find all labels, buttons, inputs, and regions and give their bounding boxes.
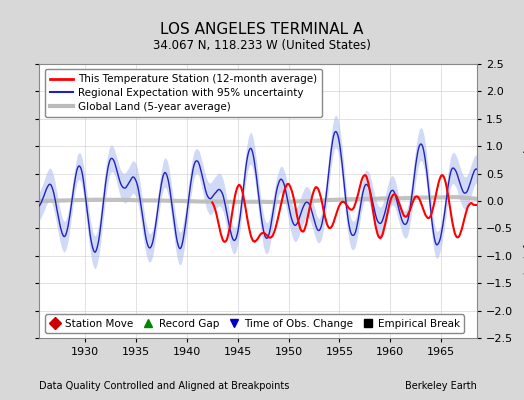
Legend: Station Move, Record Gap, Time of Obs. Change, Empirical Break: Station Move, Record Gap, Time of Obs. C… (45, 314, 464, 333)
Text: LOS ANGELES TERMINAL A: LOS ANGELES TERMINAL A (160, 22, 364, 38)
Text: Data Quality Controlled and Aligned at Breakpoints: Data Quality Controlled and Aligned at B… (39, 381, 290, 391)
Text: Berkeley Earth: Berkeley Earth (405, 381, 477, 391)
Y-axis label: Temperature Anomaly (°C): Temperature Anomaly (°C) (522, 127, 524, 275)
Text: 34.067 N, 118.233 W (United States): 34.067 N, 118.233 W (United States) (153, 40, 371, 52)
